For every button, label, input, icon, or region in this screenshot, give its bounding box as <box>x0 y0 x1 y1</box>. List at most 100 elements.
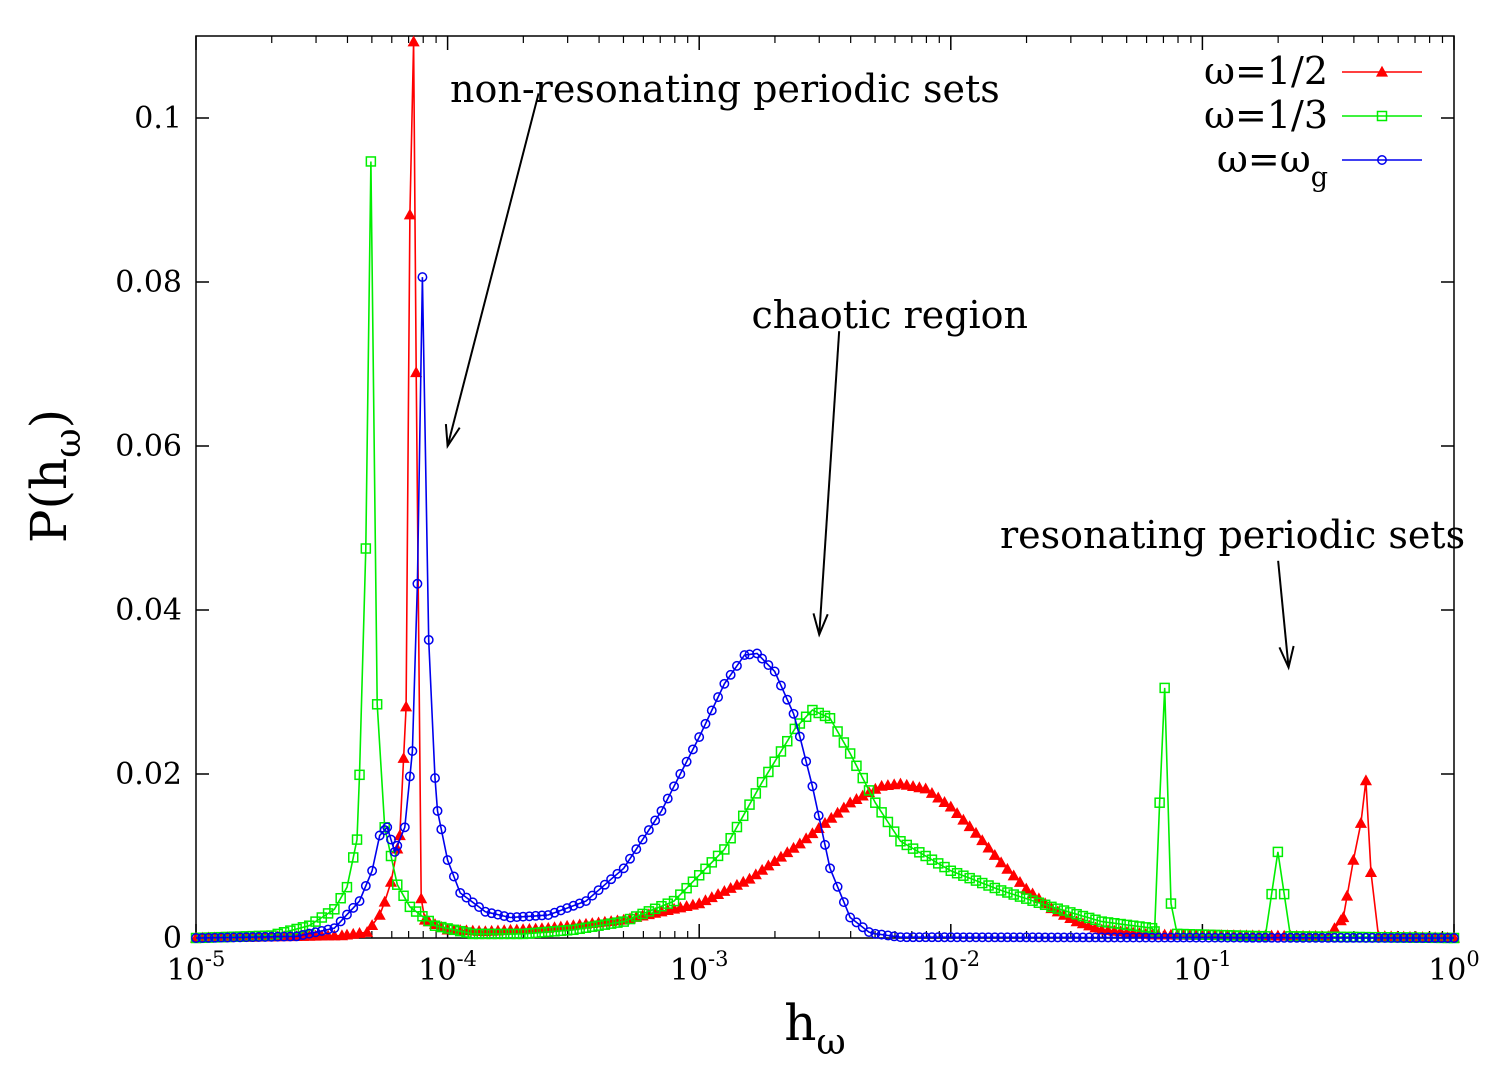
data-point <box>752 648 763 659</box>
data-point <box>1109 917 1120 929</box>
data-point <box>1417 933 1428 943</box>
data-point <box>794 731 805 742</box>
annotation-label: resonating periodic sets <box>1000 513 1465 557</box>
data-point <box>996 932 1007 943</box>
data-point <box>719 844 730 855</box>
data-point <box>1071 932 1082 943</box>
data-point <box>1222 930 1233 941</box>
data-point <box>378 895 391 907</box>
data-point <box>423 634 434 645</box>
data-point <box>587 921 598 932</box>
data-point <box>625 853 635 864</box>
data-point <box>486 908 497 919</box>
data-point <box>1341 889 1354 901</box>
data-point <box>389 846 400 857</box>
data-point <box>1096 916 1108 927</box>
data-point <box>700 718 711 729</box>
data-point <box>825 863 835 874</box>
data-point <box>1165 898 1177 909</box>
data-point <box>228 932 239 943</box>
data-point <box>939 861 950 873</box>
legend-entry: ω=1/2 <box>1204 49 1422 93</box>
data-point <box>681 756 692 767</box>
data-point <box>1084 932 1095 943</box>
data-point <box>744 799 755 810</box>
data-point <box>951 807 964 819</box>
data-point <box>838 737 850 748</box>
y-axis-label: P(hω) <box>20 409 89 543</box>
data-point <box>511 928 523 940</box>
data-point <box>297 922 309 933</box>
data-point <box>1367 932 1378 943</box>
data-point <box>668 895 680 907</box>
data-point <box>769 756 780 767</box>
data-point <box>920 850 931 862</box>
data-point <box>775 746 787 757</box>
data-point <box>675 769 686 779</box>
y-tick-label: 0.02 <box>115 757 182 792</box>
data-point <box>1442 933 1453 943</box>
data-point <box>612 917 623 928</box>
data-point <box>851 917 862 928</box>
data-point <box>568 900 579 911</box>
data-point <box>1209 929 1221 941</box>
data-point <box>1159 932 1170 943</box>
data-point <box>1398 932 1409 943</box>
data-point <box>983 932 994 943</box>
data-point <box>807 704 818 716</box>
data-point <box>731 821 743 833</box>
data-point <box>982 841 995 853</box>
axis-ticks: 0 0.02 0.04 0.06 0.08 0.1 10-5 10-4 10-3 10-2 10-1… <box>115 36 1480 988</box>
series-circle <box>191 272 1459 943</box>
data-point <box>801 756 812 767</box>
data-point <box>407 35 420 47</box>
data-point <box>605 918 617 929</box>
data-point <box>914 932 925 943</box>
data-point <box>1002 932 1013 943</box>
data-point <box>461 892 472 903</box>
legend-entry: ω=1/3 <box>1204 93 1422 137</box>
data-point <box>788 708 799 719</box>
data-point <box>432 805 443 816</box>
data-point <box>712 850 724 862</box>
data-point <box>1172 932 1183 943</box>
data-point <box>1015 932 1025 943</box>
data-point <box>335 892 346 904</box>
data-point <box>925 787 938 798</box>
data-point <box>430 773 440 784</box>
data-point <box>643 906 655 917</box>
data-point <box>562 903 573 914</box>
data-point <box>360 880 371 891</box>
data-point <box>1065 932 1076 943</box>
data-point <box>530 927 541 939</box>
data-point <box>1154 797 1165 808</box>
data-point <box>820 839 830 850</box>
data-point <box>1323 932 1334 943</box>
data-point <box>1241 932 1252 943</box>
data-point <box>384 875 398 887</box>
data-point <box>1083 919 1096 931</box>
data-point <box>1166 932 1176 943</box>
data-point <box>624 913 636 925</box>
y-tick-label: 0.08 <box>115 265 182 300</box>
data-point <box>1423 933 1434 943</box>
data-point <box>253 932 264 942</box>
data-point <box>1121 919 1133 931</box>
data-point <box>971 932 981 943</box>
data-point <box>1134 932 1145 943</box>
data-point <box>568 924 579 936</box>
data-point <box>989 882 1001 894</box>
data-point <box>386 834 396 845</box>
data-point <box>415 892 428 904</box>
data-point <box>367 865 378 876</box>
x-tick-label: 10-4 <box>418 947 477 988</box>
data-point <box>700 863 711 875</box>
data-point <box>969 826 983 838</box>
data-point <box>1096 932 1107 943</box>
data-point <box>1052 932 1063 943</box>
data-point <box>863 785 875 796</box>
data-point <box>486 928 497 940</box>
data-point <box>518 911 529 922</box>
data-point <box>1222 932 1233 943</box>
data-point <box>669 781 679 792</box>
